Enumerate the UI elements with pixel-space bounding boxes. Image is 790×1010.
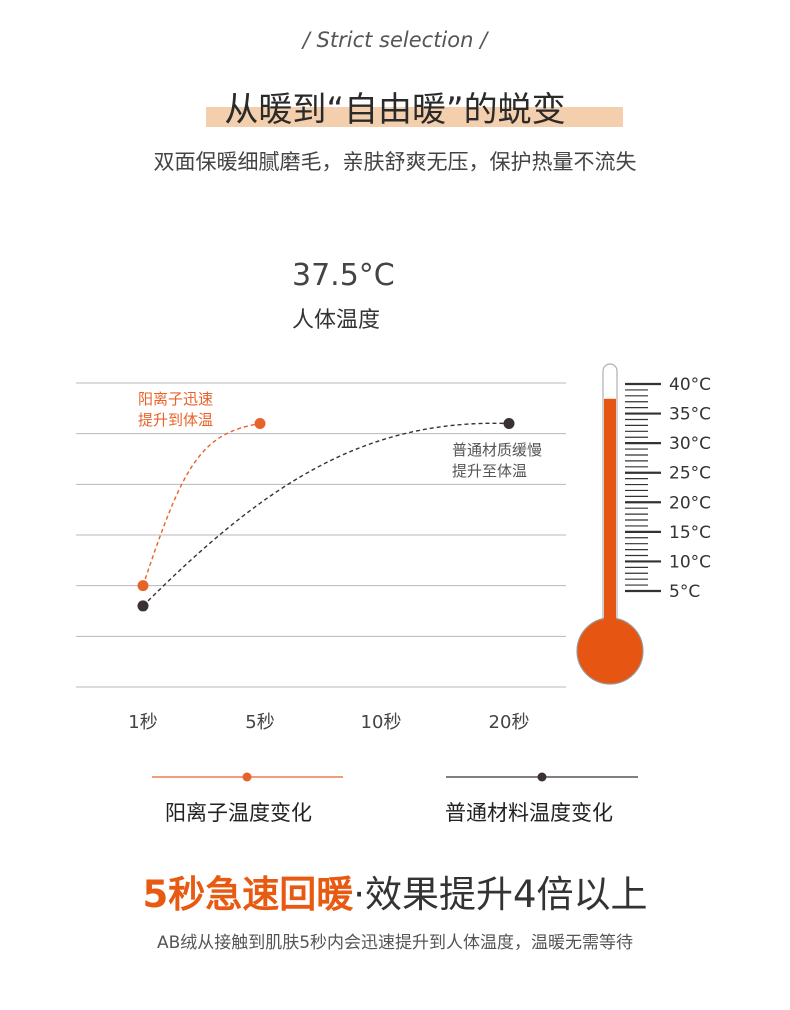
annotation-cation: 阳离子迅速	[138, 390, 213, 408]
annotation-normal: 提升至体温	[452, 462, 527, 480]
thermometer-tick-label: 5°C	[669, 582, 700, 602]
legend-marker-cation	[242, 772, 252, 782]
thermometer-tick-label: 35°C	[669, 405, 711, 425]
data-point-cation	[254, 418, 266, 430]
series-line-normal	[142, 422, 510, 607]
thermometer-tick-label: 20°C	[669, 493, 711, 513]
x-tick-label: 20秒	[489, 712, 530, 733]
thermometer-tick-label: 15°C	[669, 523, 711, 543]
thermometer-tick-label: 30°C	[669, 434, 711, 454]
strict-selection-kicker: / Strict selection /	[302, 28, 488, 52]
body-temperature-value: 37.5°C	[292, 258, 395, 293]
thermometer-mercury	[604, 398, 616, 640]
bottom-title: 5秒急速回暖·效果提升4倍以上	[0, 864, 790, 918]
bottom-title-rest: 效果提升4倍以上	[364, 873, 648, 916]
body-temperature-label: 人体温度	[292, 308, 381, 333]
data-point-normal	[503, 418, 515, 430]
bottom-description: AB绒从接触到肌肤5秒内会迅速提升到人体温度，温暖无需等待	[156, 933, 634, 953]
page-subtitle: 双面保暖细腻磨毛，亲肤舒爽无压，保护热量不流失	[153, 150, 637, 174]
thermometer-tick-label: 40°C	[669, 375, 711, 395]
thermometer-tick-label: 10°C	[669, 552, 711, 572]
title-highlight-bar	[206, 107, 623, 127]
x-tick-label: 10秒	[361, 712, 402, 733]
legend-label-cation: 阳离子温度变化	[165, 801, 312, 825]
x-tick-label: 1秒	[128, 712, 157, 733]
legend-label-normal: 普通材料温度变化	[445, 801, 613, 825]
annotation-normal: 普通材质缓慢	[452, 441, 542, 459]
bottom-title-highlight: 5秒急速回暖	[142, 873, 354, 916]
data-point-cation	[137, 580, 149, 592]
annotation-cation: 提升到体温	[138, 411, 213, 429]
x-tick-label: 5秒	[245, 712, 274, 733]
thermometer-tick-label: 25°C	[669, 464, 711, 484]
page-title: 从暖到“自由暖”的蜕变	[224, 90, 566, 130]
bottom-title-dot: ·	[353, 873, 365, 916]
series-line-cation	[142, 422, 261, 586]
data-point-normal	[137, 600, 149, 612]
legend-marker-normal	[537, 772, 547, 782]
